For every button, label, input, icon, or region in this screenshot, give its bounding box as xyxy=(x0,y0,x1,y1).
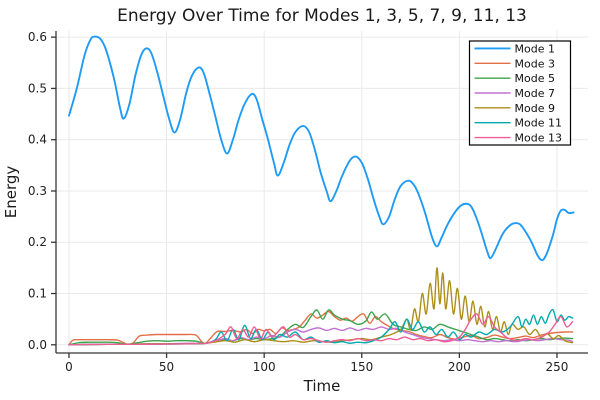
legend-label-mode-11: Mode 11 xyxy=(515,117,562,130)
x-tick-label: 50 xyxy=(159,360,174,374)
axes xyxy=(51,31,588,358)
legend-label-mode-3: Mode 3 xyxy=(515,57,555,70)
tick-labels: 0 50 100 150 200 250 0.0 0.1 0.2 0.3 0.4 0.5 0.6 xyxy=(28,30,569,374)
legend-label-mode-1: Mode 1 xyxy=(515,42,555,55)
y-tick-label: 0.1 xyxy=(28,287,47,301)
series-lines xyxy=(68,35,575,346)
x-tick-label: 200 xyxy=(448,360,471,374)
y-axis-label: Energy xyxy=(2,166,20,219)
y-tick-label: 0.2 xyxy=(28,235,47,249)
y-tick-label: 0.4 xyxy=(28,133,47,147)
series-line-mode-5 xyxy=(68,309,574,346)
y-tick-label: 0.6 xyxy=(28,30,47,44)
series-line-mode-3 xyxy=(68,310,574,346)
series-line-mode-11 xyxy=(68,308,574,346)
series-line-mode-9 xyxy=(68,267,574,346)
series-line-mode-13 xyxy=(68,313,574,346)
legend-label-mode-9: Mode 9 xyxy=(515,102,555,115)
legend-label-mode-13: Mode 13 xyxy=(515,132,562,145)
legend-label-mode-5: Mode 5 xyxy=(515,72,555,85)
y-tick-label: 0.5 xyxy=(28,81,47,95)
y-tick-label: 0.3 xyxy=(28,184,47,198)
chart-title: Energy Over Time for Modes 1, 3, 5, 7, 9… xyxy=(117,6,527,26)
series-line-mode-1 xyxy=(68,35,575,262)
x-tick-label: 100 xyxy=(253,360,276,374)
legend: Mode 1 Mode 3 Mode 5 Mode 7 Mode 9 Mode 11 Mod… xyxy=(468,40,572,146)
x-axis-label: Time xyxy=(303,377,341,395)
x-tick-label: 250 xyxy=(546,360,569,374)
x-tick-label: 0 xyxy=(65,360,73,374)
x-tick-label: 150 xyxy=(350,360,373,374)
legend-label-mode-7: Mode 7 xyxy=(515,87,555,100)
y-tick-label: 0.0 xyxy=(28,338,47,352)
